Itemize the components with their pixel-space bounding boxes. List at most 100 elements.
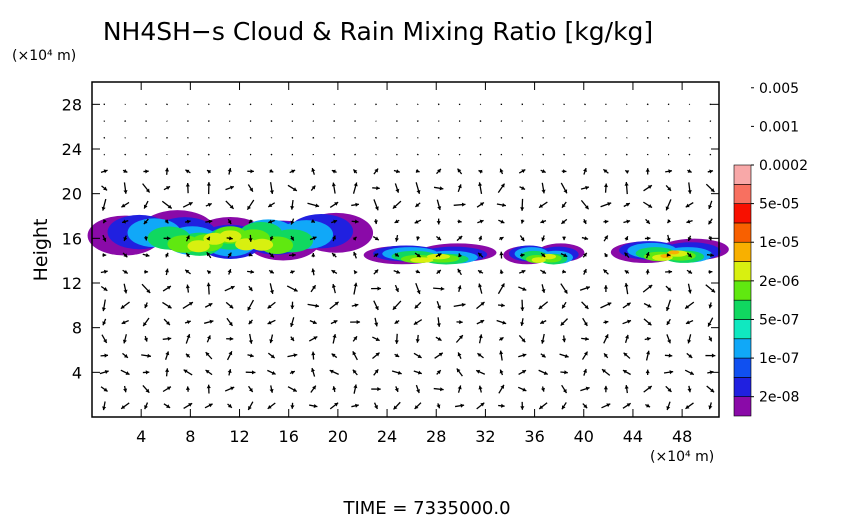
wind-arrow bbox=[625, 153, 628, 156]
wind-arrow-head bbox=[687, 236, 692, 241]
wind-arrow bbox=[646, 103, 649, 106]
y-tick-label: 20 bbox=[62, 185, 82, 204]
wind-arrow-head bbox=[310, 219, 315, 223]
wind-arrow bbox=[187, 103, 189, 106]
wind-arrow-head bbox=[103, 269, 108, 274]
wind-arrow-head bbox=[436, 323, 441, 327]
wind-arrow-head bbox=[312, 385, 316, 390]
wind-arrow-head bbox=[582, 269, 587, 274]
wind-arrow-head bbox=[687, 253, 692, 258]
wind-arrow-head bbox=[438, 352, 443, 357]
wind-arrow-head bbox=[562, 304, 566, 309]
wind-arrow-head bbox=[375, 337, 380, 341]
wind-arrow-head bbox=[267, 320, 272, 325]
x-tick-label: 4 bbox=[136, 427, 146, 446]
time-footer: TIME = 7335000.0 bbox=[342, 498, 510, 519]
wind-arrow-head bbox=[541, 289, 546, 293]
cloud-cell bbox=[541, 253, 556, 260]
wind-arrow-head bbox=[603, 285, 608, 289]
wind-arrow-head bbox=[457, 285, 462, 290]
wind-arrow-head bbox=[290, 305, 295, 310]
wind-arrow bbox=[500, 136, 503, 139]
wind-arrow-head bbox=[374, 369, 379, 374]
wind-arrow-head bbox=[667, 219, 672, 224]
x-tick-label: 48 bbox=[672, 427, 692, 446]
wind-arrow bbox=[542, 153, 545, 156]
wind-arrow-head bbox=[602, 369, 606, 374]
wind-arrow-head bbox=[374, 206, 379, 211]
wind-arrow bbox=[479, 153, 482, 156]
wind-arrow-head bbox=[499, 168, 504, 173]
wind-arrow bbox=[479, 103, 482, 106]
wind-arrow-head bbox=[292, 253, 296, 258]
wind-arrow bbox=[688, 120, 691, 122]
colorbar: 2e-08 1e-07 5e-07 2e-06 1e-05 5e-05 0.0002 0.00… bbox=[733, 81, 808, 417]
wind-arrow-head bbox=[416, 290, 421, 294]
wind-arrow-head bbox=[205, 352, 210, 357]
wind-arrow-head bbox=[669, 370, 674, 375]
wind-arrow bbox=[416, 103, 419, 106]
wind-arrow-head bbox=[624, 385, 629, 389]
wind-arrow-head bbox=[228, 351, 233, 356]
wind-arrow-head bbox=[711, 353, 716, 358]
wind-arrow-head bbox=[685, 405, 690, 409]
wind-arrow-head bbox=[269, 190, 274, 194]
x-tick-label: 32 bbox=[475, 427, 495, 446]
wind-arrow-head bbox=[167, 304, 172, 309]
wind-arrow-head bbox=[607, 202, 612, 206]
wind-arrow-head bbox=[414, 304, 419, 309]
wind-arrow bbox=[375, 136, 377, 139]
wind-arrow-head bbox=[228, 321, 233, 326]
wind-arrow-head bbox=[101, 206, 106, 211]
wind-arrow-head bbox=[164, 252, 169, 257]
wind-arrow-head bbox=[271, 370, 276, 375]
wind-arrow-head bbox=[564, 370, 568, 375]
wind-arrow-head bbox=[395, 353, 400, 358]
wind-arrow-head bbox=[313, 403, 318, 408]
wind-arrow-head bbox=[707, 322, 712, 327]
wind-arrow-head bbox=[542, 269, 547, 274]
wind-arrow-head bbox=[292, 187, 297, 191]
wind-arrow-head bbox=[563, 289, 568, 294]
wind-arrow-head bbox=[585, 336, 589, 341]
wind-arrow-head bbox=[165, 351, 170, 356]
wind-arrow-head bbox=[583, 252, 587, 257]
wind-arrow-head bbox=[267, 304, 272, 309]
y-axis-label: Height bbox=[30, 219, 52, 282]
y-tick-label: 28 bbox=[62, 95, 82, 114]
wind-arrow-head bbox=[647, 185, 652, 189]
wind-arrow-head bbox=[624, 283, 629, 287]
wind-arrow-head bbox=[564, 354, 569, 358]
wind-arrow-head bbox=[437, 206, 442, 210]
wind-arrow-head bbox=[227, 252, 232, 257]
wind-arrow-head bbox=[645, 269, 650, 273]
wind-arrow-head bbox=[312, 320, 317, 325]
wind-arrow bbox=[270, 103, 273, 106]
wind-arrow-head bbox=[500, 183, 505, 188]
wind-arrow-head bbox=[247, 306, 252, 311]
wind-vector-field bbox=[99, 103, 716, 411]
wind-arrow-head bbox=[355, 202, 359, 207]
x-tick-label: 8 bbox=[185, 427, 195, 446]
wind-arrow-head bbox=[334, 402, 339, 407]
wind-arrow-head bbox=[460, 403, 465, 408]
wind-arrow-head bbox=[604, 320, 609, 325]
wind-arrow-head bbox=[227, 168, 232, 172]
colorbar-swatch bbox=[733, 299, 752, 320]
wind-arrow-head bbox=[541, 169, 546, 173]
wind-arrow-head bbox=[520, 219, 525, 224]
wind-arrow-head bbox=[331, 284, 336, 288]
wind-arrow-head bbox=[710, 253, 714, 258]
wind-arrow-head bbox=[520, 322, 525, 326]
wind-arrow-head bbox=[267, 404, 272, 409]
wind-arrow-head bbox=[478, 334, 483, 339]
wind-arrow-head bbox=[102, 237, 107, 242]
wind-arrow-head bbox=[478, 182, 483, 187]
wind-arrow-head bbox=[103, 387, 108, 392]
wind-arrow-head bbox=[185, 386, 191, 391]
wind-arrow-head bbox=[250, 269, 255, 274]
wind-arrow-head bbox=[583, 369, 587, 373]
wind-arrow-head bbox=[604, 235, 608, 240]
wind-arrow-head bbox=[584, 304, 589, 309]
wind-arrow-head bbox=[561, 220, 566, 224]
